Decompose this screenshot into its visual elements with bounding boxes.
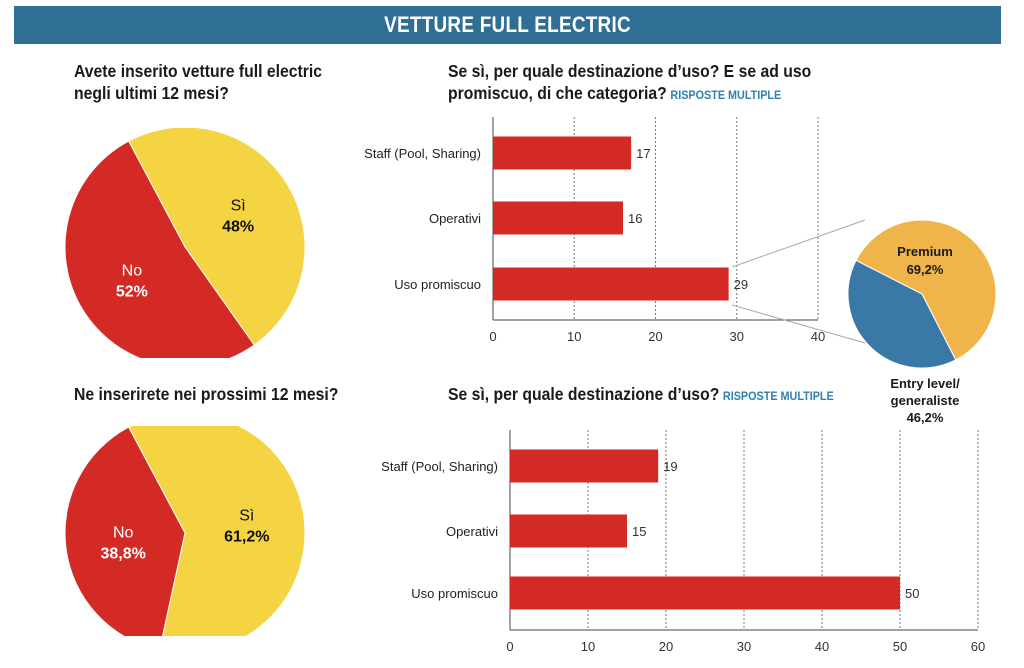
question-3-line: Ne inserirete nei prossimi 12 mesi?	[74, 384, 339, 404]
bar	[510, 514, 627, 548]
pie-slice	[855, 219, 997, 361]
category-label: Staff (Pool, Sharing)	[364, 146, 481, 161]
pie-chart-last-12-months: Sì 48% No 52%	[64, 128, 306, 358]
bar	[510, 576, 900, 610]
x-tick-label: 20	[659, 639, 673, 654]
page-title: VETTURE FULL ELECTRIC	[384, 12, 631, 37]
pie-slice-value: 38,8%	[101, 546, 146, 563]
header-banner: VETTURE FULL ELECTRIC	[14, 6, 1001, 44]
bar-value-label: 29	[734, 277, 748, 292]
category-label: Uso promiscuo	[411, 586, 498, 601]
pie-slice-value: 69,2%	[907, 262, 944, 277]
x-tick-label: 0	[506, 639, 513, 654]
pie-slice	[64, 140, 255, 358]
bar-value-label: 17	[636, 146, 650, 161]
pie-slice-label: Sì	[239, 507, 254, 524]
question-1-line-2: negli ultimi 12 mesi?	[74, 83, 229, 103]
question-2: Se sì, per quale destinazione d’uso? E s…	[448, 60, 811, 106]
pie-slice-value: 48%	[222, 218, 254, 235]
x-tick-label: 40	[815, 639, 829, 654]
pie-slice-label: No	[122, 263, 143, 280]
question-3: Ne inserirete nei prossimi 12 mesi?	[74, 383, 338, 405]
bar-chart-destinazione-uso: 0 10 20 30 40 Staff (Pool, Sharing) 17 Operativ…	[364, 117, 825, 344]
pie-slice-value: 52%	[116, 284, 148, 301]
bar-value-label: 15	[632, 524, 646, 539]
pie-slice	[847, 259, 957, 369]
question-2-line-1: Se sì, per quale destinazione d’uso? E s…	[448, 61, 812, 81]
pie-slice-label: generaliste	[891, 393, 960, 408]
bar-value-label: 50	[905, 586, 919, 601]
pie-chart-next-12-months: Sì 61,2% No 38,8%	[64, 426, 306, 636]
callout-connector-lines	[731, 219, 866, 344]
x-tick-label: 30	[737, 639, 751, 654]
bar-chart-destinazione-uso-future: 0 10 20 30 40 50 60 Staff (Pool, Sharing) 19 Oper…	[381, 430, 985, 654]
question-2-line-2: promiscuo, di che categoria?	[448, 83, 667, 103]
category-label: Operativi	[446, 524, 498, 539]
x-tick-label: 40	[811, 329, 825, 344]
bar-value-label: 19	[663, 459, 677, 474]
question-2-tag: RISPOSTE MULTIPLE	[670, 88, 782, 102]
pie-slice-label: Sì	[231, 197, 246, 214]
question-4: Se sì, per quale destinazione d’uso? RISP…	[448, 383, 834, 407]
question-1: Avete inserito vetture full electric neg…	[74, 60, 322, 104]
x-tick-label: 30	[730, 329, 744, 344]
pie-slice-label: No	[113, 525, 134, 542]
pie-slice-value: 46,2%	[907, 410, 944, 425]
pie-slice	[64, 426, 186, 636]
pie-slice-label: Entry level/	[890, 376, 960, 391]
x-tick-label: 20	[648, 329, 662, 344]
pie-slice	[127, 128, 306, 346]
bar	[493, 136, 632, 170]
question-4-line: Se sì, per quale destinazione d’uso?	[448, 384, 720, 404]
bar-value-label: 16	[628, 211, 642, 226]
connector-line	[731, 219, 866, 268]
connector-line	[731, 304, 866, 344]
pie-chart-categoria-promiscuo: Premium 69,2% Entry level/generaliste 46,2%	[847, 219, 997, 425]
category-label: Staff (Pool, Sharing)	[381, 459, 498, 474]
category-label: Operativi	[429, 211, 481, 226]
x-tick-label: 0	[489, 329, 496, 344]
pie-slice	[127, 426, 306, 636]
bar	[493, 201, 623, 235]
x-tick-label: 50	[893, 639, 907, 654]
question-4-tag: RISPOSTE MULTIPLE	[722, 389, 834, 403]
category-label: Uso promiscuo	[394, 277, 481, 292]
x-tick-label: 10	[567, 329, 581, 344]
pie-slice-label: Premium	[897, 244, 953, 259]
bar	[510, 449, 659, 483]
question-1-line-1: Avete inserito vetture full electric	[74, 61, 323, 81]
x-tick-label: 10	[581, 639, 595, 654]
pie-slice-value: 61,2%	[224, 528, 269, 545]
x-tick-label: 60	[971, 639, 985, 654]
bar	[493, 267, 729, 301]
